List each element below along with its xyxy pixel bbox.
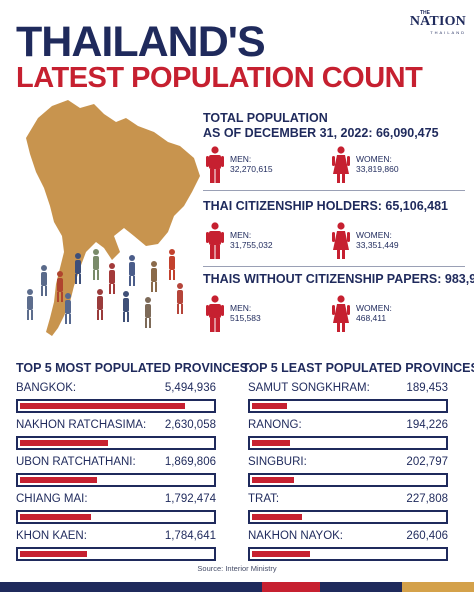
province-name: CHIANG MAI: <box>16 493 88 505</box>
footer-segment-navy <box>0 582 262 592</box>
province-bar <box>16 510 216 524</box>
province-bar <box>248 399 448 413</box>
province-bar-fill <box>20 403 185 409</box>
nocitizen-men: MEN: 515,583 <box>206 295 326 335</box>
men-label: MEN: <box>230 154 252 164</box>
province-value: 260,406 <box>406 530 448 542</box>
footer-segment-gold <box>402 582 474 592</box>
province-bar <box>16 399 216 413</box>
province-value: 1,784,641 <box>164 530 216 542</box>
province-value: 189,453 <box>406 382 448 394</box>
brand-name: NATION <box>409 14 466 29</box>
province-row: SAMUT SONGKHRAM: 189,453 <box>248 382 448 418</box>
province-name: NAKHON RATCHASIMA: <box>16 419 147 431</box>
province-value: 5,494,936 <box>164 382 216 394</box>
thailand-map-illustration <box>8 96 208 346</box>
source-note: Source: Interior Ministry <box>197 564 277 573</box>
citizen-men: MEN: 31,755,032 <box>206 222 326 262</box>
province-bar <box>248 473 448 487</box>
people-figures <box>27 249 183 328</box>
province-bar-fill <box>252 477 294 483</box>
man-icon <box>206 146 224 183</box>
province-name: SINGBURI: <box>248 456 307 468</box>
province-row: CHIANG MAI: 1,792,474 <box>16 493 216 529</box>
footer-color-band <box>0 582 474 592</box>
province-bar <box>248 436 448 450</box>
thailand-map-icon <box>26 100 200 336</box>
man-icon <box>206 222 224 259</box>
province-name: NAKHON NAYOK: <box>248 530 343 542</box>
province-value: 202,797 <box>406 456 448 468</box>
province-name: UBON RATCHATHANI: <box>16 456 136 468</box>
province-bar <box>16 547 216 561</box>
without-citizenship-title: THAIS WITHOUT CITIZENSHIP PAPERS: 983,99… <box>203 272 474 286</box>
province-name: RANONG: <box>248 419 302 431</box>
province-value: 194,226 <box>406 419 448 431</box>
most-populated-heading: TOP 5 MOST POPULATED PROVINCES: <box>16 361 253 375</box>
men-value: 32,270,615 <box>230 164 273 174</box>
men-value: 515,583 <box>230 313 261 323</box>
province-bar-fill <box>20 551 87 557</box>
province-bar-fill <box>20 477 97 483</box>
divider <box>203 266 465 267</box>
women-value: 33,819,860 <box>356 164 399 174</box>
province-value: 1,792,474 <box>164 493 216 505</box>
province-row: NAKHON RATCHASIMA: 2,630,058 <box>16 419 216 455</box>
man-icon <box>206 295 224 332</box>
least-populated-heading: TOP 5 LEAST POPULATED PROVINCES: <box>242 361 474 375</box>
total-population-title: TOTAL POPULATION <box>203 111 328 125</box>
province-bar-fill <box>20 440 108 446</box>
province-row: KHON KAEN: 1,784,641 <box>16 530 216 566</box>
province-row: TRAT: 227,808 <box>248 493 448 529</box>
woman-icon <box>332 295 350 332</box>
women-value: 468,411 <box>356 313 387 323</box>
women-label: WOMEN: <box>356 230 392 240</box>
province-row: NAKHON NAYOK: 260,406 <box>248 530 448 566</box>
province-value: 1,869,806 <box>164 456 216 468</box>
citizen-women: WOMEN: 33,351,449 <box>332 222 452 262</box>
men-value: 31,755,032 <box>230 240 273 250</box>
total-women: WOMEN: 33,819,860 <box>332 146 452 186</box>
province-name: TRAT: <box>248 493 280 505</box>
province-bar-fill <box>252 551 310 557</box>
province-value: 227,808 <box>406 493 448 505</box>
province-bar-fill <box>252 514 302 520</box>
page-subtitle: LATEST POPULATION COUNT <box>16 62 423 94</box>
divider <box>203 190 465 191</box>
women-label: WOMEN: <box>356 303 392 313</box>
nocitizen-women: WOMEN: 468,411 <box>332 295 452 335</box>
men-label: MEN: <box>230 303 252 313</box>
province-row: BANGKOK: 5,494,936 <box>16 382 216 418</box>
province-bar <box>16 473 216 487</box>
province-bar-fill <box>20 514 91 520</box>
men-label: MEN: <box>230 230 252 240</box>
province-bar <box>16 436 216 450</box>
province-name: SAMUT SONGKHRAM: <box>248 382 370 394</box>
footer-segment-navy-2 <box>320 582 402 592</box>
brand-the: THE <box>420 10 430 16</box>
province-bar-fill <box>252 403 287 409</box>
woman-icon <box>332 146 350 183</box>
province-bar-fill <box>252 440 290 446</box>
women-value: 33,351,449 <box>356 240 399 250</box>
women-label: WOMEN: <box>356 154 392 164</box>
province-bar <box>248 547 448 561</box>
total-population-date: AS OF DECEMBER 31, 2022: 66,090,475 <box>203 126 439 140</box>
province-name: BANGKOK: <box>16 382 77 394</box>
citizenship-holders-title: THAI CITIZENSHIP HOLDERS: 65,106,481 <box>203 199 448 213</box>
woman-icon <box>332 222 350 259</box>
brand-sub: THAILAND <box>430 30 466 35</box>
province-row: UBON RATCHATHANI: 1,869,806 <box>16 456 216 492</box>
province-row: SINGBURI: 202,797 <box>248 456 448 492</box>
province-bar <box>248 510 448 524</box>
footer-segment-red <box>262 582 320 592</box>
province-row: RANONG: 194,226 <box>248 419 448 455</box>
province-name: KHON KAEN: <box>16 530 87 542</box>
total-men: MEN: 32,270,615 <box>206 146 326 186</box>
page-title: THAILAND'S <box>16 18 266 66</box>
province-value: 2,630,058 <box>164 419 216 431</box>
